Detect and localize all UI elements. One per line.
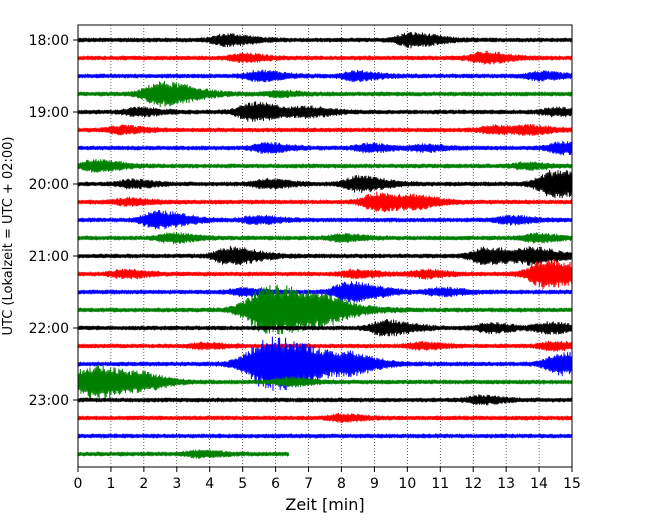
x-tick-label: 10 — [398, 476, 416, 492]
x-tick-label: 5 — [238, 476, 247, 492]
x-tick-label: 15 — [563, 476, 581, 492]
y-tick-label: 22:00 — [29, 321, 69, 337]
x-tick-label: 3 — [172, 476, 181, 492]
x-tick-label: 13 — [497, 476, 515, 492]
y-axis-label: UTC (Lokalzeit = UTC + 02:00) — [1, 137, 16, 336]
x-tick-label: 1 — [106, 476, 115, 492]
x-axis-ticks: 0 1 2 3 4 5 6 7 8 9 10 11 12 13 14 15 — [74, 467, 581, 492]
y-tick-label: 21:00 — [29, 249, 69, 265]
y-tick-label: 18:00 — [29, 33, 69, 49]
y-axis-ticks: 18:00 19:00 20:00 21:00 22:00 23:00 — [29, 33, 78, 409]
x-tick-label: 0 — [74, 476, 83, 492]
x-tick-label: 4 — [205, 476, 214, 492]
x-tick-label: 6 — [271, 476, 280, 492]
x-tick-label: 12 — [464, 476, 482, 492]
y-tick-label: 20:00 — [29, 177, 69, 193]
x-axis-label: Zeit [min] — [285, 495, 364, 514]
plot-frame — [77, 24, 573, 468]
traces-layer — [77, 31, 573, 459]
x-tick-label: 14 — [530, 476, 548, 492]
x-tick-label: 9 — [370, 476, 379, 492]
x-tick-label: 7 — [304, 476, 313, 492]
x-tick-label: 8 — [337, 476, 346, 492]
x-tick-label: 11 — [431, 476, 449, 492]
y-tick-label: 19:00 — [29, 105, 69, 121]
x-tick-label: 2 — [139, 476, 148, 492]
y-tick-label: 23:00 — [29, 393, 69, 409]
